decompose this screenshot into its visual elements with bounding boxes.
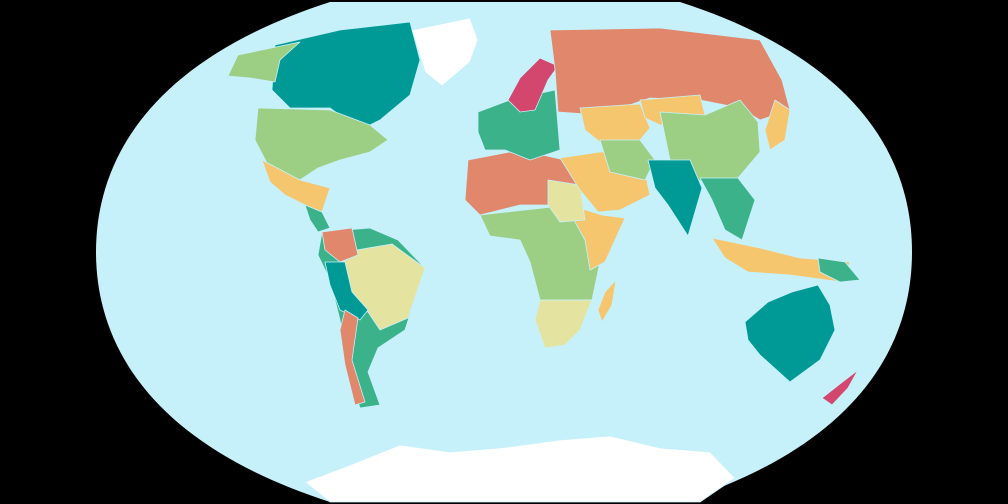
region-central-america xyxy=(304,204,331,233)
region-chile xyxy=(339,309,366,406)
region-papua xyxy=(817,257,861,283)
countries-layer xyxy=(227,17,861,503)
region-madagascar xyxy=(597,279,617,323)
region-africa-east xyxy=(569,204,626,271)
region-south-africa xyxy=(534,299,593,349)
region-greenland xyxy=(411,17,479,87)
region-india xyxy=(647,159,703,237)
region-scandinavia xyxy=(507,57,559,113)
region-iran xyxy=(599,139,656,181)
region-alaska xyxy=(227,41,301,83)
region-colombia xyxy=(321,227,359,263)
ocean xyxy=(96,2,912,502)
region-peru-bolivia xyxy=(324,261,369,321)
region-antarctica xyxy=(304,435,736,503)
region-sudan xyxy=(547,179,586,223)
region-australia xyxy=(744,284,836,383)
region-canada xyxy=(271,21,421,131)
region-new-zealand xyxy=(821,369,859,406)
region-japan xyxy=(764,99,791,151)
region-southeast-asia xyxy=(699,177,756,241)
region-usa xyxy=(254,107,389,181)
